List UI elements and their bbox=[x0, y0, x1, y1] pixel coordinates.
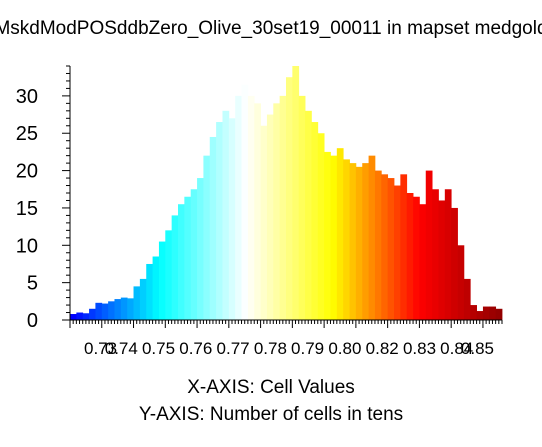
x-tick-label: 0.80 bbox=[328, 339, 361, 358]
y-tick-label: 5 bbox=[27, 273, 38, 295]
histogram-bar bbox=[406, 193, 414, 320]
x-tick-label: 0.76 bbox=[179, 339, 212, 358]
x-axis-label: X-AXIS: Cell Values bbox=[187, 377, 355, 398]
histogram-bar bbox=[419, 204, 427, 320]
x-tick-label: 0.83 bbox=[403, 339, 436, 358]
histogram-bar bbox=[95, 302, 103, 320]
histogram-bar bbox=[120, 297, 128, 320]
histogram-bar bbox=[114, 299, 122, 320]
histogram-bar bbox=[349, 163, 357, 320]
histogram-bar bbox=[387, 178, 395, 320]
histogram-bar bbox=[451, 207, 458, 320]
histogram-bar bbox=[279, 95, 287, 320]
histogram-bar bbox=[489, 306, 497, 320]
histogram-bar bbox=[133, 286, 141, 320]
histogram-bar bbox=[146, 263, 153, 320]
histogram-bar bbox=[101, 303, 109, 320]
histogram-bar bbox=[171, 215, 179, 320]
x-tick-label: 0.74 bbox=[105, 339, 138, 358]
y-axis-label: Y-AXIS: Number of cells in tens bbox=[139, 404, 403, 425]
histogram-bar bbox=[482, 306, 490, 320]
histogram-bar bbox=[457, 245, 465, 320]
histogram-bar bbox=[158, 241, 166, 320]
y-tick-label: 15 bbox=[16, 198, 38, 220]
histogram-bar bbox=[495, 308, 503, 320]
x-tick-label: 0.85 bbox=[461, 339, 494, 358]
x-tick-label: 0.84 bbox=[440, 339, 473, 358]
histogram-bar bbox=[165, 230, 173, 320]
histogram-bar bbox=[343, 159, 350, 320]
histogram-bar bbox=[374, 170, 382, 320]
histogram-bar bbox=[305, 110, 312, 320]
histogram-bar bbox=[139, 278, 147, 320]
histogram-bar bbox=[317, 133, 325, 320]
histogram-bar bbox=[203, 155, 211, 320]
histogram-bar bbox=[89, 308, 96, 320]
histogram-bar bbox=[324, 151, 331, 320]
histogram-bar bbox=[82, 313, 90, 320]
histogram-bar bbox=[476, 311, 484, 320]
histogram-bar bbox=[108, 301, 115, 320]
y-tick-label: 20 bbox=[16, 161, 38, 183]
histogram-bar bbox=[470, 305, 477, 320]
x-tick-label: 0.82 bbox=[366, 339, 399, 358]
histogram-bar bbox=[368, 155, 376, 320]
histogram-bar bbox=[330, 155, 338, 320]
histogram-bar bbox=[260, 125, 268, 320]
histogram-bar bbox=[76, 312, 84, 320]
histogram-bar bbox=[298, 95, 306, 320]
histogram-bar bbox=[178, 204, 185, 320]
histogram-bar bbox=[70, 314, 77, 320]
x-tick-label: 0.79 bbox=[291, 339, 324, 358]
histogram-bar bbox=[197, 178, 204, 320]
histogram-bar bbox=[235, 95, 242, 320]
histogram-bar bbox=[444, 189, 452, 320]
histogram-bar bbox=[413, 196, 420, 320]
y-axis: 0 5 10 15 20 25 30 bbox=[16, 65, 71, 332]
histogram-bar bbox=[438, 200, 446, 320]
histogram-bar bbox=[273, 103, 281, 320]
y-tick-label: 10 bbox=[16, 235, 38, 257]
histogram-bar bbox=[247, 95, 255, 320]
x-tick-label: 0.78 bbox=[254, 339, 287, 358]
histogram-bar bbox=[152, 256, 160, 320]
histogram-bar bbox=[394, 185, 401, 320]
y-tick-label: 25 bbox=[16, 123, 38, 145]
histogram-bar bbox=[336, 148, 344, 320]
histogram-bar bbox=[355, 166, 363, 320]
histogram-bar bbox=[241, 84, 249, 321]
histogram-bar bbox=[127, 298, 134, 320]
histogram-bar bbox=[286, 77, 293, 321]
x-axis: 0.730.74 0.75 0.76 0.77 0.78 0.79 0.80 0.82 0.83… bbox=[69, 319, 503, 358]
x-tick-label: 0.75 bbox=[142, 339, 175, 358]
histogram-bar bbox=[190, 189, 198, 320]
y-tick-label: 0 bbox=[27, 310, 38, 332]
y-tick-label: 30 bbox=[16, 86, 38, 108]
histogram-bar bbox=[254, 103, 261, 320]
x-tick-label: 0.73 bbox=[84, 339, 117, 358]
x-tick-label: 0.77 bbox=[217, 339, 250, 358]
histogram-bar bbox=[311, 122, 319, 320]
histogram-bar bbox=[266, 114, 274, 320]
histogram-bars bbox=[70, 66, 503, 321]
histogram-bar bbox=[292, 66, 300, 320]
histogram-bar bbox=[209, 136, 217, 320]
histogram-bar bbox=[184, 196, 192, 320]
histogram-bar bbox=[216, 122, 223, 320]
histogram-bar bbox=[400, 174, 408, 320]
histogram-bar bbox=[362, 163, 369, 320]
histogram-bar bbox=[381, 174, 389, 320]
chart-title: MskdModPOSddbZero_Olive_30set19_00011 in… bbox=[0, 18, 542, 39]
histogram-bar bbox=[432, 189, 439, 320]
histogram-bar bbox=[222, 110, 230, 320]
histogram-bar bbox=[463, 278, 471, 320]
histogram-bar bbox=[228, 118, 236, 320]
histogram-bar bbox=[425, 170, 433, 320]
